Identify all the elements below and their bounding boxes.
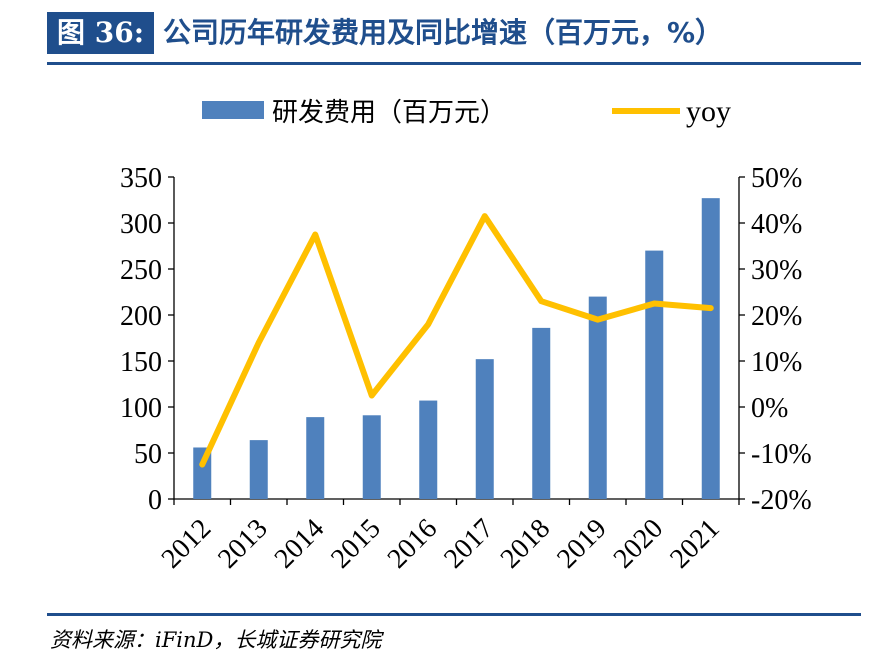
x-tick-label: 2015	[325, 513, 387, 575]
x-tick-label: 2017	[438, 513, 500, 575]
right-tick-label: -10%	[751, 439, 812, 470]
right-tick-label: 0%	[751, 393, 788, 424]
figure-header: 图 36: 公司历年研发费用及同比增速（百万元，%）	[47, 8, 861, 58]
yoy-line	[199, 213, 714, 468]
x-tick-label: 2020	[608, 513, 670, 575]
bar-2016	[419, 400, 438, 499]
figure-title: 公司历年研发费用及同比增速（百万元，%）	[163, 16, 724, 49]
right-tick-label: 10%	[751, 347, 802, 378]
right-tick-label: 30%	[751, 255, 802, 286]
x-tick-label: 2014	[269, 513, 331, 575]
left-tick-label: 250	[120, 255, 162, 286]
bar-2013	[249, 440, 268, 499]
bar-2020	[645, 250, 664, 499]
x-tick-label: 2013	[212, 513, 274, 575]
bar-2018	[532, 327, 551, 499]
legend-label-bar: 研发费用（百万元）	[272, 98, 506, 128]
x-tick-label: 2012	[156, 513, 218, 575]
right-tick-label: 50%	[751, 163, 802, 194]
bottom-rule	[47, 613, 861, 616]
right-tick-label: 40%	[751, 209, 802, 240]
x-tick-label: 2021	[664, 513, 726, 575]
right-tick-label: 20%	[751, 301, 802, 332]
bar-2015	[362, 415, 381, 499]
x-tick-label: 2016	[382, 513, 444, 575]
left-tick-label: 150	[120, 347, 162, 378]
top-rule	[47, 62, 861, 65]
bar-2017	[475, 359, 494, 499]
figure-label: 图 36:	[47, 12, 155, 54]
legend-swatch-bar	[202, 101, 264, 119]
left-tick-label: 200	[120, 301, 162, 332]
bar-2019	[588, 296, 607, 499]
left-tick-label: 300	[120, 209, 162, 240]
left-tick-label: 100	[120, 393, 162, 424]
left-tick-label: 350	[120, 163, 162, 194]
x-tick-label: 2018	[495, 513, 557, 575]
x-tick-label: 2019	[551, 513, 613, 575]
left-tick-label: 50	[134, 439, 162, 470]
source-note: 资料来源：iFinD，长城证券研究院	[50, 628, 382, 652]
bar-2014	[306, 417, 325, 499]
bar-2021	[701, 198, 720, 499]
left-tick-label: 0	[148, 485, 162, 516]
right-tick-label: -20%	[751, 485, 812, 516]
legend-label-line: yoy	[686, 95, 731, 128]
